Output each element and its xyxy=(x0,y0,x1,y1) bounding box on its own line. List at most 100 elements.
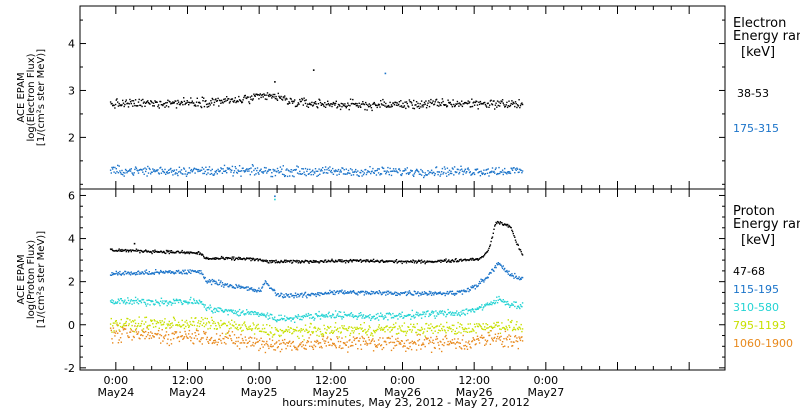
data-point xyxy=(506,271,509,273)
data-point xyxy=(332,101,335,104)
data-point xyxy=(339,260,341,262)
data-point xyxy=(375,317,377,320)
data-point xyxy=(339,171,341,173)
data-point xyxy=(392,312,394,315)
data-point xyxy=(439,291,441,293)
data-point xyxy=(185,170,187,172)
data-point xyxy=(155,170,157,172)
data-point xyxy=(416,292,418,294)
data-point xyxy=(215,333,218,335)
data-point xyxy=(410,318,412,320)
data-point xyxy=(519,249,522,251)
data-point xyxy=(475,332,477,334)
data-point xyxy=(276,293,279,295)
data-point xyxy=(448,259,450,261)
data-point xyxy=(127,318,129,320)
data-point xyxy=(328,169,330,171)
data-point xyxy=(445,315,447,318)
data-point xyxy=(235,323,237,325)
data-point xyxy=(398,340,400,343)
data-point xyxy=(311,345,313,348)
data-point xyxy=(411,104,413,106)
data-point xyxy=(289,175,291,177)
data-point xyxy=(373,172,375,174)
data-point xyxy=(469,289,471,291)
data-point xyxy=(270,287,272,289)
data-point xyxy=(370,293,372,296)
data-point xyxy=(270,94,272,96)
data-point xyxy=(358,340,360,342)
data-point xyxy=(132,273,134,275)
data-point xyxy=(392,170,394,172)
data-point xyxy=(446,175,448,177)
series-795-1193 xyxy=(109,316,524,341)
data-point xyxy=(251,344,254,346)
data-point xyxy=(324,316,327,318)
data-point xyxy=(119,330,121,332)
data-point xyxy=(314,101,317,103)
data-point xyxy=(458,171,461,174)
data-point xyxy=(351,330,353,332)
data-point xyxy=(473,311,476,313)
data-point xyxy=(365,332,367,334)
data-point xyxy=(189,102,191,104)
data-point xyxy=(180,300,182,302)
data-point xyxy=(165,249,168,252)
data-point xyxy=(472,258,474,260)
data-point xyxy=(361,260,363,262)
data-point xyxy=(319,99,321,101)
data-point xyxy=(415,170,417,172)
data-point xyxy=(327,325,329,328)
data-point xyxy=(185,319,188,322)
data-point xyxy=(462,173,464,176)
data-point xyxy=(404,260,406,263)
data-point xyxy=(349,258,352,261)
data-point xyxy=(432,100,434,102)
data-point xyxy=(212,280,214,283)
data-point xyxy=(493,337,495,339)
data-point xyxy=(331,258,333,260)
data-point xyxy=(191,333,193,335)
data-point xyxy=(341,337,343,339)
data-point xyxy=(334,291,337,294)
data-point xyxy=(390,174,393,177)
data-point xyxy=(377,339,380,341)
data-point xyxy=(213,308,215,311)
data-point xyxy=(317,343,320,345)
data-point xyxy=(404,330,406,333)
x-tick-label: 0:00 xyxy=(390,374,415,387)
data-point xyxy=(258,258,261,261)
data-point xyxy=(157,169,159,171)
data-point xyxy=(204,333,206,335)
data-point xyxy=(241,287,243,289)
data-point xyxy=(429,314,431,316)
data-point xyxy=(243,321,246,323)
data-point xyxy=(316,314,318,316)
data-point xyxy=(446,321,448,324)
data-point xyxy=(325,314,327,316)
data-point xyxy=(171,322,173,324)
data-point xyxy=(241,101,244,103)
data-point xyxy=(355,293,358,295)
data-point xyxy=(404,315,406,317)
data-point xyxy=(231,319,233,321)
data-point xyxy=(304,167,307,170)
data-point xyxy=(196,97,198,99)
data-point xyxy=(458,314,461,316)
data-point xyxy=(215,325,217,327)
data-point xyxy=(251,171,253,173)
data-point xyxy=(451,259,454,261)
data-point xyxy=(289,340,291,342)
data-point xyxy=(351,169,353,171)
data-point xyxy=(255,93,257,95)
data-point xyxy=(382,260,384,262)
data-point xyxy=(145,272,147,274)
data-point xyxy=(312,105,314,107)
data-point xyxy=(162,170,165,173)
data-point xyxy=(296,296,298,298)
data-point xyxy=(365,103,368,106)
data-point xyxy=(215,258,218,260)
data-point xyxy=(156,170,158,172)
data-point xyxy=(259,347,261,350)
